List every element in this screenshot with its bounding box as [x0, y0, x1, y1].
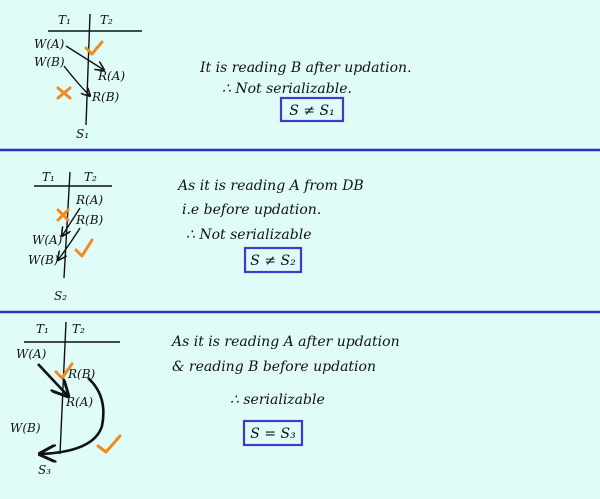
op-t2-1: R(B)	[67, 367, 96, 381]
dependency-arrow-a	[37, 363, 68, 396]
t1-header: T₁	[42, 170, 55, 184]
transaction-divider	[85, 13, 91, 126]
dependency-arrow-b	[40, 377, 105, 454]
op-t1-1: W(A)	[34, 37, 65, 51]
t1-header: T₁	[58, 13, 71, 27]
t2-header: T₂	[72, 322, 85, 336]
schedule-s3-diagram: T₁ T₂ W(A) R(B) R(A) W(B) S₃	[10, 321, 122, 477]
op-t1-2: W(B)	[10, 421, 41, 435]
op-t2-2: R(B)	[91, 90, 120, 104]
op-t2-1: R(A)	[75, 193, 103, 207]
explanation-line-3: ∴ Not serializable	[186, 227, 312, 243]
schedule-label: S₁	[76, 127, 89, 141]
explanation-line-2: i.e before updation.	[182, 202, 321, 218]
dependency-arrow-a	[65, 45, 104, 70]
op-t1-1: W(A)	[32, 233, 63, 247]
t2-header: T₂	[84, 170, 97, 184]
dependency-arrow-a	[62, 207, 81, 236]
op-t1-1: W(A)	[16, 347, 47, 361]
explanation-line-1: It is reading B after updation.	[199, 60, 412, 76]
result-text: S ≠ S₂	[250, 253, 296, 269]
explanation-line-3: ∴ serializable	[230, 392, 325, 408]
panel-s1: T₁ T₂ W(A) W(B) R(A) R(B) S₁ It is readi…	[34, 13, 412, 141]
explanation-line-1: As it is reading A after updation	[170, 334, 400, 350]
explanation-line-1: As it is reading A from DB	[176, 178, 364, 194]
t2-header: T₂	[100, 13, 113, 27]
result-box	[279, 96, 345, 123]
explanation-line-2: & reading B before updation	[172, 359, 376, 375]
cross-mark	[56, 208, 70, 222]
cross-mark	[56, 86, 72, 100]
check-mark-a	[54, 362, 74, 380]
t1-header: T₁	[36, 322, 49, 336]
result-text: S = S₃	[250, 426, 296, 442]
check-mark	[84, 40, 104, 56]
op-t1-2: W(B)	[34, 55, 65, 69]
check-mark	[74, 238, 94, 258]
dependency-arrow-b	[63, 65, 90, 96]
schedule-s2-diagram: T₁ T₂ R(A) R(B) W(A) W(B) S₂	[28, 170, 112, 303]
op-t2-1: R(A)	[97, 69, 125, 83]
schedule-label: S₂	[54, 289, 67, 303]
op-t2-2: R(A)	[65, 395, 93, 409]
op-t2-2: R(B)	[75, 213, 104, 227]
panel-s2: T₁ T₂ R(A) R(B) W(A) W(B) S₂ As it is re…	[28, 170, 364, 303]
explanation-line-2: ∴ Not serializable.	[222, 81, 352, 97]
dependency-arrow-b	[58, 227, 81, 260]
check-mark-b	[96, 434, 122, 454]
result-box	[243, 246, 303, 274]
result-box	[242, 419, 304, 447]
result-text: S ≠ S₁	[289, 103, 334, 119]
panel-s3: T₁ T₂ W(A) R(B) R(A) W(B) S₃ As it is re…	[10, 321, 400, 477]
op-t1-2: W(B)	[28, 253, 59, 267]
schedule-label: S₃	[38, 463, 51, 477]
schedule-s1-diagram: T₁ T₂ W(A) W(B) R(A) R(B) S₁	[34, 13, 142, 141]
